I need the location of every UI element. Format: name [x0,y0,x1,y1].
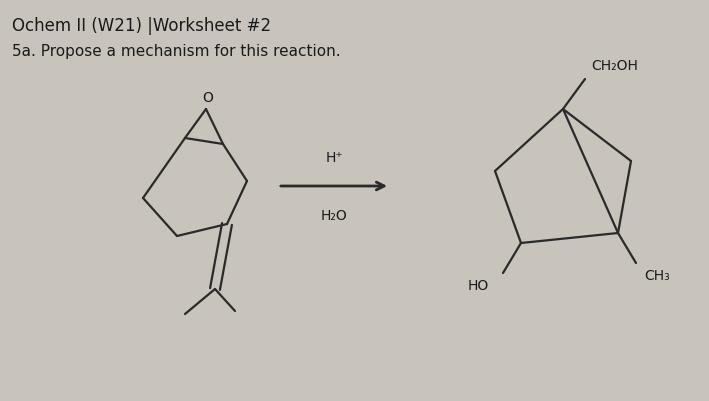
Text: H₂O: H₂O [320,209,347,223]
Text: H⁺: H⁺ [325,151,343,164]
Text: O: O [203,91,213,105]
Text: 5a. Propose a mechanism for this reaction.: 5a. Propose a mechanism for this reactio… [12,44,340,59]
Text: Ochem II (W21) |Worksheet #2: Ochem II (W21) |Worksheet #2 [12,17,271,35]
Text: HO: HO [468,278,489,292]
Text: CH₃: CH₃ [644,268,670,282]
Text: CH₂OH: CH₂OH [591,59,638,73]
